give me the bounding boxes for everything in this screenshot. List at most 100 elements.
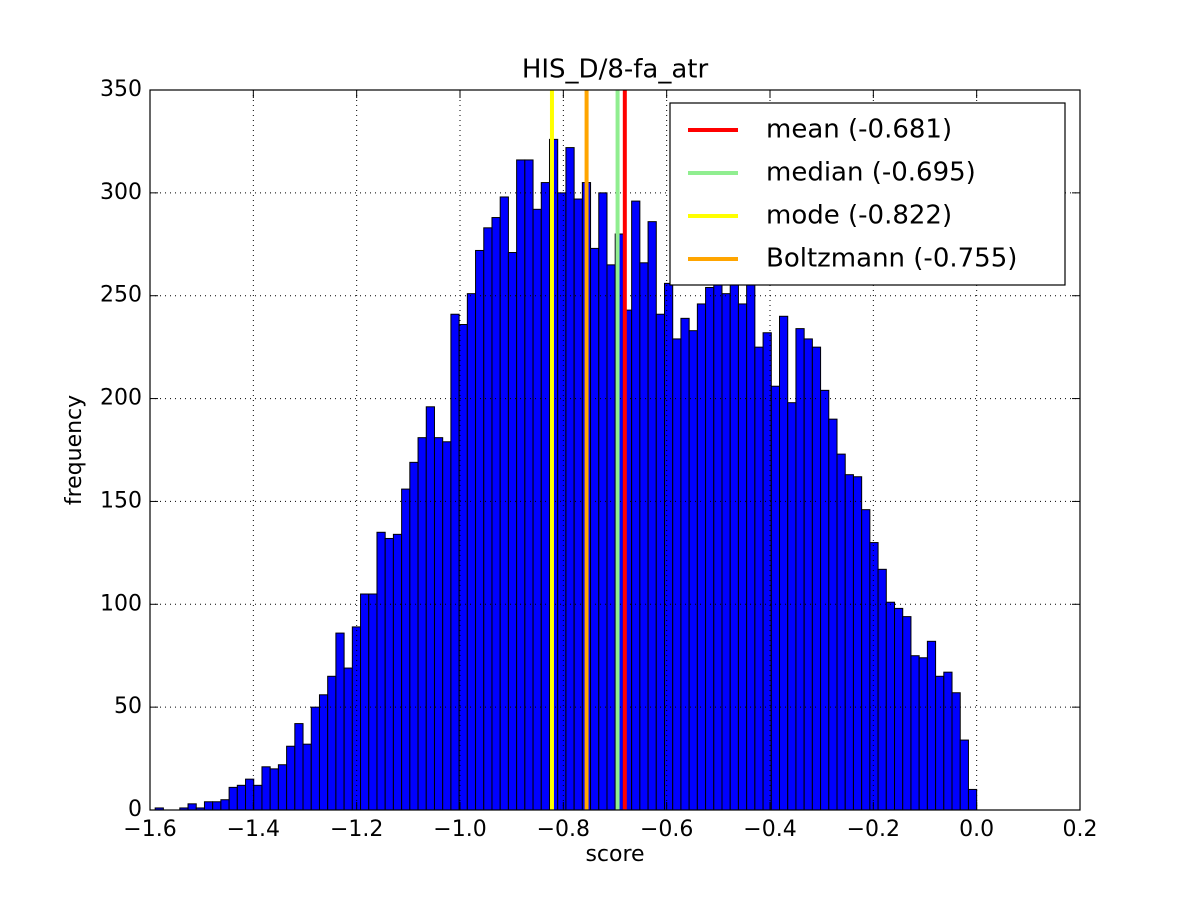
bar bbox=[516, 159, 526, 811]
y-tick-label: 350 bbox=[100, 77, 142, 102]
bar bbox=[524, 159, 534, 811]
legend-label: Boltzmann (-0.755) bbox=[766, 244, 1017, 274]
legend-label: median (-0.695) bbox=[766, 158, 976, 188]
bar bbox=[590, 247, 600, 811]
bar bbox=[384, 537, 394, 811]
plot-frame bbox=[149, 89, 1081, 811]
bar bbox=[959, 739, 969, 811]
bar bbox=[746, 282, 756, 811]
bar bbox=[811, 346, 822, 811]
bar bbox=[729, 264, 739, 811]
bar bbox=[713, 254, 723, 811]
y-tick-label: 250 bbox=[100, 283, 142, 308]
bar bbox=[655, 313, 665, 811]
y-tick-label: 50 bbox=[114, 694, 142, 719]
y-tick-label: 300 bbox=[100, 180, 142, 205]
bar bbox=[277, 764, 288, 811]
bar bbox=[885, 601, 896, 811]
x-tick-label: −0.6 bbox=[640, 817, 693, 842]
bar bbox=[737, 303, 748, 811]
bar bbox=[573, 198, 583, 811]
bar bbox=[894, 607, 904, 811]
y-tick-label: 0 bbox=[128, 797, 142, 822]
chart-title: HIS_D/8-fa_atr bbox=[522, 55, 709, 85]
bar bbox=[310, 706, 320, 811]
bar bbox=[565, 147, 575, 811]
bar bbox=[376, 531, 386, 811]
bar bbox=[343, 667, 353, 811]
bar bbox=[532, 208, 542, 811]
y-tick-label: 200 bbox=[100, 386, 142, 411]
bar bbox=[401, 488, 411, 811]
bar bbox=[672, 338, 682, 811]
bar bbox=[647, 221, 657, 811]
bar bbox=[688, 330, 698, 811]
bar bbox=[475, 249, 485, 811]
bar bbox=[770, 385, 781, 811]
bar bbox=[935, 675, 945, 811]
bar bbox=[499, 196, 509, 811]
bar bbox=[787, 402, 797, 811]
bar bbox=[360, 593, 370, 811]
y-tick-label: 150 bbox=[100, 488, 142, 513]
bar bbox=[228, 786, 238, 811]
bar bbox=[442, 441, 452, 811]
bar bbox=[910, 655, 920, 811]
bar bbox=[540, 182, 550, 811]
bar bbox=[302, 743, 312, 811]
x-tick-label: −0.4 bbox=[743, 817, 796, 842]
bar bbox=[417, 437, 427, 811]
bar bbox=[327, 675, 337, 811]
bar bbox=[820, 389, 830, 811]
bar bbox=[450, 313, 460, 811]
x-tick-label: −0.2 bbox=[847, 817, 900, 842]
bar bbox=[483, 227, 493, 811]
legend-label: mean (-0.681) bbox=[766, 115, 952, 145]
bar bbox=[212, 801, 222, 811]
bar bbox=[926, 640, 937, 811]
bar bbox=[918, 657, 928, 811]
bar bbox=[902, 616, 912, 811]
bar bbox=[779, 315, 789, 811]
bar bbox=[187, 803, 197, 811]
bar bbox=[705, 286, 715, 811]
x-tick-label: −1.0 bbox=[433, 817, 486, 842]
bar bbox=[696, 303, 707, 811]
bar bbox=[943, 671, 953, 811]
bar bbox=[680, 317, 690, 811]
x-tick-label: 0.2 bbox=[1063, 817, 1098, 842]
bar bbox=[335, 632, 345, 811]
bar bbox=[368, 593, 378, 811]
bar bbox=[557, 192, 567, 811]
bar bbox=[762, 332, 772, 811]
bar bbox=[828, 418, 838, 811]
bar bbox=[631, 200, 641, 811]
bar bbox=[318, 694, 329, 811]
x-tick-label: −1.6 bbox=[123, 817, 176, 842]
x-tick-label: −1.4 bbox=[227, 817, 280, 842]
legend-box bbox=[669, 102, 1066, 286]
bar bbox=[869, 542, 879, 811]
bar bbox=[392, 533, 403, 811]
bar bbox=[803, 338, 813, 811]
x-tick-label: −1.2 bbox=[330, 817, 383, 842]
x-axis-label: score bbox=[585, 842, 644, 867]
bar bbox=[951, 692, 961, 811]
bar bbox=[606, 264, 616, 811]
x-tick-label: 0.0 bbox=[959, 817, 994, 842]
bar bbox=[491, 217, 501, 811]
bar bbox=[245, 778, 255, 811]
bar bbox=[351, 626, 362, 811]
bar bbox=[409, 461, 419, 811]
legend-label: mode (-0.822) bbox=[766, 201, 952, 231]
bar bbox=[286, 745, 296, 811]
bar bbox=[507, 252, 518, 811]
bar bbox=[261, 766, 271, 811]
bar bbox=[269, 768, 279, 811]
bar bbox=[877, 568, 887, 811]
bar bbox=[721, 293, 731, 811]
bar bbox=[663, 282, 674, 811]
bar bbox=[852, 476, 863, 811]
bar bbox=[836, 453, 846, 811]
